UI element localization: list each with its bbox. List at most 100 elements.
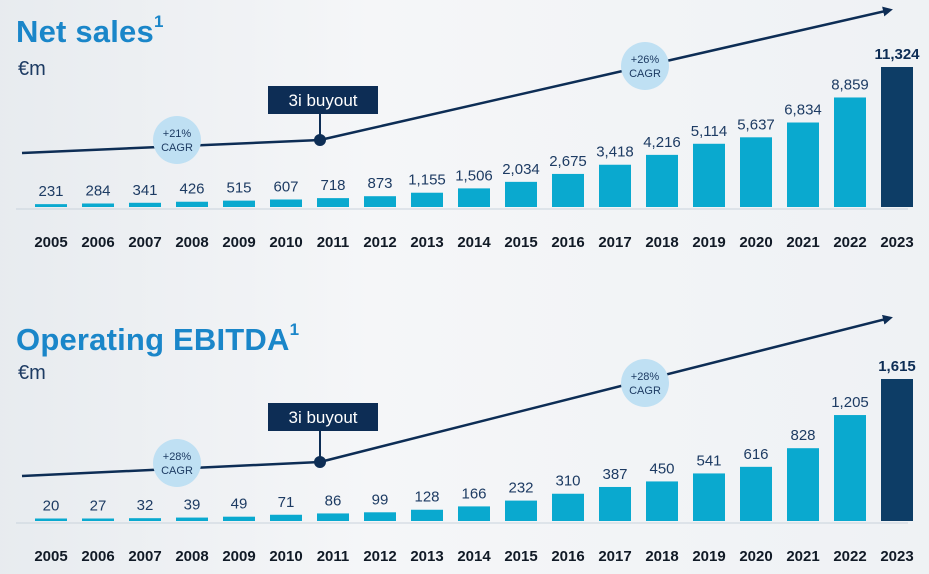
net-sales-title: Net sales1 [16, 11, 164, 49]
tick-label-2005: 2005 [34, 234, 67, 251]
tick-label-2007: 2007 [128, 234, 161, 251]
tick-label-2018: 2018 [645, 548, 678, 565]
tick-label-2013: 2013 [410, 234, 443, 251]
bar-2007 [129, 518, 161, 521]
value-label-2006: 284 [85, 182, 110, 199]
cagr-bubble-before [153, 116, 201, 164]
bar-2022 [834, 97, 866, 207]
value-label-2016: 2,675 [549, 153, 587, 170]
bar-2023 [881, 67, 913, 207]
value-label-2010: 71 [278, 494, 295, 511]
tick-label-2012: 2012 [363, 234, 396, 251]
bar-2015 [505, 500, 537, 521]
bar-2009 [223, 200, 255, 207]
value-label-2018: 4,216 [643, 134, 681, 151]
value-label-2019: 5,114 [691, 123, 727, 140]
value-label-2009: 515 [226, 180, 251, 197]
cagr-bubble-before-label: CAGR [161, 142, 193, 154]
bar-2014 [458, 188, 490, 207]
trend-line-post-buyout [319, 314, 893, 464]
value-label-2007: 32 [137, 497, 154, 514]
buyout-label: 3i buyout [289, 91, 358, 110]
ebitda-unit: €m [18, 362, 46, 384]
bar-2016 [552, 173, 584, 207]
tick-label-2021: 2021 [786, 548, 819, 565]
tick-label-2023: 2023 [880, 548, 913, 565]
tick-label-2006: 2006 [81, 234, 114, 251]
tick-label-2008: 2008 [175, 234, 208, 251]
tick-label-2015: 2015 [504, 548, 537, 565]
bar-2010 [270, 199, 302, 207]
value-label-2015: 2,034 [502, 161, 540, 178]
value-label-2021: 6,834 [784, 102, 822, 119]
value-label-2020: 616 [743, 446, 768, 463]
bar-2020 [740, 466, 772, 521]
bar-2010 [270, 514, 302, 521]
ebitda-title: Operating EBITDA1 [16, 319, 300, 357]
value-label-2008: 39 [184, 497, 201, 514]
value-label-2012: 99 [372, 491, 389, 508]
value-label-2023: 1,615 [878, 358, 916, 375]
value-label-2016: 310 [555, 473, 580, 490]
bar-2005 [35, 204, 67, 207]
value-label-2014: 1,506 [455, 167, 493, 184]
tick-label-2007: 2007 [128, 548, 161, 565]
bar-2017 [599, 164, 631, 207]
bar-2013 [411, 509, 443, 521]
tick-label-2022: 2022 [833, 234, 866, 251]
tick-label-2014: 2014 [457, 234, 491, 251]
bar-2023 [881, 379, 913, 521]
bar-2008 [176, 517, 208, 521]
tick-label-2010: 2010 [269, 234, 302, 251]
cagr-bubble-after-value: +26% [631, 54, 660, 66]
tick-label-2015: 2015 [504, 234, 537, 251]
tick-label-2019: 2019 [692, 234, 725, 251]
tick-label-2016: 2016 [551, 548, 584, 565]
bar-2007 [129, 202, 161, 207]
value-label-2022: 1,205 [831, 394, 869, 411]
cagr-bubble-after [621, 42, 669, 90]
bar-2008 [176, 201, 208, 207]
bar-2006 [82, 518, 114, 521]
value-label-2013: 1,155 [408, 172, 446, 189]
buyout-label: 3i buyout [289, 408, 358, 427]
tick-label-2009: 2009 [222, 234, 255, 251]
net-sales-chart: 3i buyout +21% CAGR +26% CAGR 231 2005 284 2006 3… [16, 6, 920, 251]
cagr-bubble-before-value: +28% [163, 451, 192, 463]
value-label-2017: 387 [602, 466, 627, 483]
value-label-2009: 49 [231, 496, 248, 513]
value-label-2012: 873 [367, 175, 392, 192]
tick-label-2006: 2006 [81, 548, 114, 565]
bar-2021 [787, 448, 819, 521]
trend-line-post-buyout [319, 6, 893, 142]
bar-2015 [505, 181, 537, 207]
bar-2012 [364, 512, 396, 521]
value-label-2019: 541 [696, 452, 721, 469]
buyout-label-box [268, 86, 378, 114]
value-label-2011: 86 [325, 492, 342, 509]
bar-2018 [646, 154, 678, 207]
tick-label-2013: 2013 [410, 548, 443, 565]
value-label-2014: 166 [461, 485, 486, 502]
tick-label-2020: 2020 [739, 234, 772, 251]
cagr-bubble-after-label: CAGR [629, 68, 661, 80]
cagr-bubble-after [621, 359, 669, 407]
bar-2019 [693, 143, 725, 207]
value-label-2005: 231 [38, 183, 63, 200]
tick-label-2018: 2018 [645, 234, 678, 251]
tick-label-2019: 2019 [692, 548, 725, 565]
bar-2019 [693, 473, 725, 521]
value-label-2013: 128 [414, 489, 439, 506]
value-label-2010: 607 [273, 178, 298, 195]
tick-label-2021: 2021 [786, 234, 819, 251]
tick-label-2022: 2022 [833, 548, 866, 565]
value-label-2023: 11,324 [874, 46, 920, 63]
bar-2018 [646, 481, 678, 521]
bar-2016 [552, 493, 584, 521]
tick-label-2012: 2012 [363, 548, 396, 565]
cagr-bubble-before-value: +21% [163, 128, 192, 140]
bar-2020 [740, 137, 772, 207]
buyout-label-box [268, 403, 378, 431]
